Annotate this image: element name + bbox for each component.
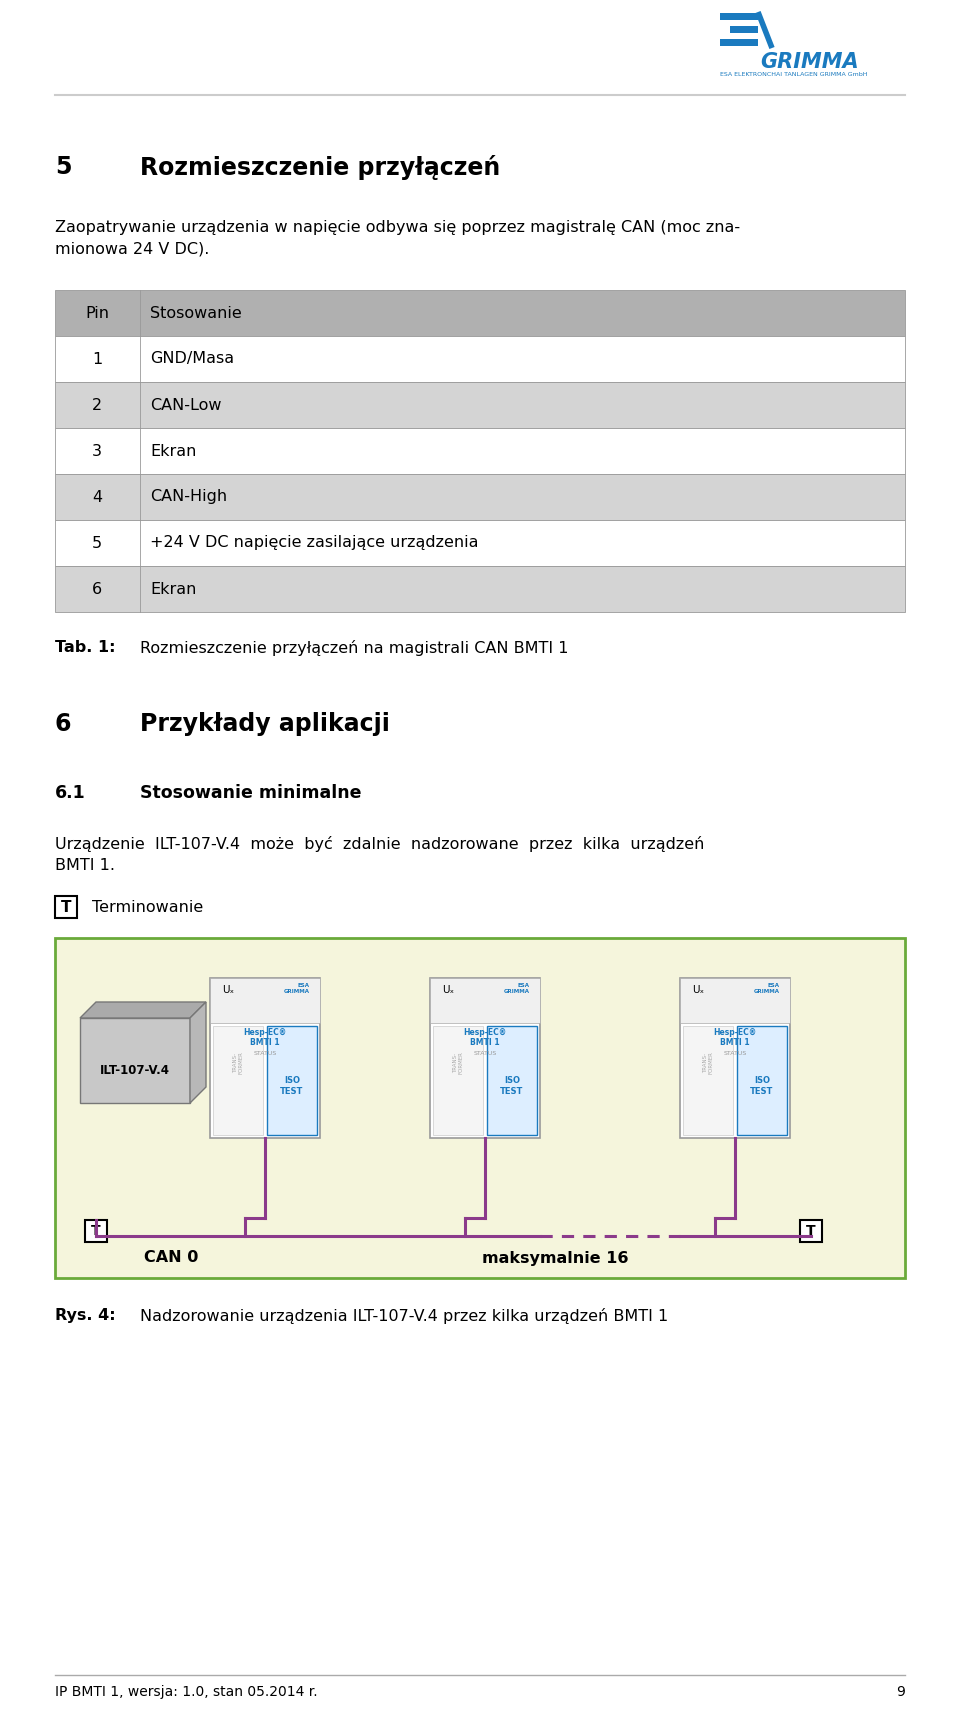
- Text: ESA
GRIMMA: ESA GRIMMA: [754, 983, 780, 995]
- FancyBboxPatch shape: [730, 26, 758, 32]
- FancyBboxPatch shape: [213, 1025, 263, 1135]
- FancyBboxPatch shape: [55, 291, 905, 337]
- Text: Uₓ: Uₓ: [692, 984, 704, 995]
- Text: Ekran: Ekran: [150, 444, 197, 458]
- FancyBboxPatch shape: [55, 938, 905, 1278]
- FancyBboxPatch shape: [85, 1220, 107, 1242]
- Text: TRANS-
FORMER: TRANS- FORMER: [452, 1051, 464, 1075]
- FancyBboxPatch shape: [55, 427, 905, 473]
- FancyBboxPatch shape: [267, 1025, 317, 1135]
- Text: Rozmieszczenie przyłączeń: Rozmieszczenie przyłączeń: [140, 156, 500, 179]
- Text: Ekran: Ekran: [150, 581, 197, 596]
- FancyBboxPatch shape: [680, 978, 790, 1138]
- Text: Hesp-EC®
BMTI 1: Hesp-EC® BMTI 1: [713, 1029, 756, 1048]
- Text: 2: 2: [92, 398, 102, 412]
- Text: 6.1: 6.1: [55, 784, 85, 802]
- Text: STATUS: STATUS: [253, 1051, 276, 1056]
- FancyBboxPatch shape: [433, 1025, 483, 1135]
- Text: 4: 4: [92, 489, 102, 504]
- Text: TRANS-
FORMER: TRANS- FORMER: [232, 1051, 244, 1075]
- Text: Hesp-EC®
BMTI 1: Hesp-EC® BMTI 1: [464, 1029, 507, 1048]
- Text: T: T: [60, 899, 71, 914]
- Text: +24 V DC napięcie zasilające urządzenia: +24 V DC napięcie zasilające urządzenia: [150, 535, 478, 550]
- Text: 6: 6: [55, 713, 71, 737]
- Text: Stosowanie: Stosowanie: [150, 306, 242, 321]
- FancyBboxPatch shape: [55, 473, 905, 520]
- FancyBboxPatch shape: [430, 978, 540, 1024]
- Text: T: T: [91, 1224, 101, 1237]
- Text: STATUS: STATUS: [473, 1051, 496, 1056]
- Text: Terminowanie: Terminowanie: [92, 899, 204, 914]
- Text: Przykłady aplikacji: Przykłady aplikacji: [140, 713, 390, 737]
- Text: IP BMTI 1, wersja: 1.0, stan 05.2014 r.: IP BMTI 1, wersja: 1.0, stan 05.2014 r.: [55, 1685, 318, 1699]
- Text: ISO
TEST: ISO TEST: [500, 1077, 524, 1095]
- Text: Uₓ: Uₓ: [442, 984, 454, 995]
- Text: Tab. 1:: Tab. 1:: [55, 639, 115, 655]
- Polygon shape: [80, 1001, 206, 1019]
- Text: mionowa 24 V DC).: mionowa 24 V DC).: [55, 243, 209, 256]
- Text: Hesp-EC®
BMTI 1: Hesp-EC® BMTI 1: [244, 1029, 287, 1048]
- FancyBboxPatch shape: [720, 14, 758, 21]
- FancyBboxPatch shape: [55, 383, 905, 427]
- Text: 6: 6: [92, 581, 102, 596]
- FancyBboxPatch shape: [800, 1220, 822, 1242]
- FancyBboxPatch shape: [737, 1025, 787, 1135]
- Text: CAN-Low: CAN-Low: [150, 398, 222, 412]
- Text: 3: 3: [92, 444, 102, 458]
- FancyBboxPatch shape: [487, 1025, 537, 1135]
- Text: maksymalnie 16: maksymalnie 16: [482, 1251, 628, 1265]
- Text: Zaopatrywanie urządzenia w napięcie odbywa się poprzez magistralę CAN (moc zna-: Zaopatrywanie urządzenia w napięcie odby…: [55, 220, 740, 236]
- Text: CAN 0: CAN 0: [144, 1251, 198, 1265]
- FancyBboxPatch shape: [683, 1025, 733, 1135]
- Text: BMTI 1.: BMTI 1.: [55, 858, 115, 873]
- Text: GND/Masa: GND/Masa: [150, 352, 234, 366]
- Text: Stosowanie minimalne: Stosowanie minimalne: [140, 784, 362, 802]
- Text: ILT-107-V.4: ILT-107-V.4: [100, 1063, 170, 1077]
- Text: ESA
GRIMMA: ESA GRIMMA: [504, 983, 530, 995]
- FancyBboxPatch shape: [55, 337, 905, 383]
- Text: CAN-High: CAN-High: [150, 489, 228, 504]
- FancyBboxPatch shape: [210, 978, 320, 1024]
- Text: TRANS-
FORMER: TRANS- FORMER: [703, 1051, 713, 1075]
- Text: Uₓ: Uₓ: [222, 984, 234, 995]
- Text: 5: 5: [92, 535, 102, 550]
- Polygon shape: [190, 1001, 206, 1102]
- Text: T: T: [806, 1224, 816, 1237]
- Text: Rys. 4:: Rys. 4:: [55, 1307, 115, 1323]
- FancyBboxPatch shape: [55, 520, 905, 566]
- Text: 5: 5: [55, 156, 71, 179]
- Text: Pin: Pin: [85, 306, 109, 321]
- Text: GRIMMA: GRIMMA: [760, 51, 858, 72]
- FancyBboxPatch shape: [55, 566, 905, 612]
- FancyBboxPatch shape: [720, 39, 758, 46]
- FancyBboxPatch shape: [80, 1019, 190, 1102]
- FancyBboxPatch shape: [680, 978, 790, 1024]
- Text: ESA
GRIMMA: ESA GRIMMA: [284, 983, 310, 995]
- Text: Rozmieszczenie przyłączeń na magistrali CAN BMTI 1: Rozmieszczenie przyłączeń na magistrali …: [140, 639, 568, 656]
- Text: ESA ELEKTRONCHAI TANLAGEN GRIMMA GmbH: ESA ELEKTRONCHAI TANLAGEN GRIMMA GmbH: [720, 72, 868, 77]
- Text: ISO
TEST: ISO TEST: [280, 1077, 303, 1095]
- Text: 9: 9: [896, 1685, 905, 1699]
- Text: 1: 1: [92, 352, 102, 366]
- FancyBboxPatch shape: [430, 978, 540, 1138]
- Text: Urządzenie  ILT-107-V.4  może  być  zdalnie  nadzorowane  przez  kilka  urządzeń: Urządzenie ILT-107-V.4 może być zdalnie …: [55, 836, 705, 853]
- FancyBboxPatch shape: [55, 896, 77, 918]
- Text: ISO
TEST: ISO TEST: [751, 1077, 774, 1095]
- Text: STATUS: STATUS: [724, 1051, 747, 1056]
- FancyBboxPatch shape: [210, 978, 320, 1138]
- Text: Nadzorowanie urządzenia ILT-107-V.4 przez kilka urządzeń BMTI 1: Nadzorowanie urządzenia ILT-107-V.4 prze…: [140, 1307, 668, 1324]
